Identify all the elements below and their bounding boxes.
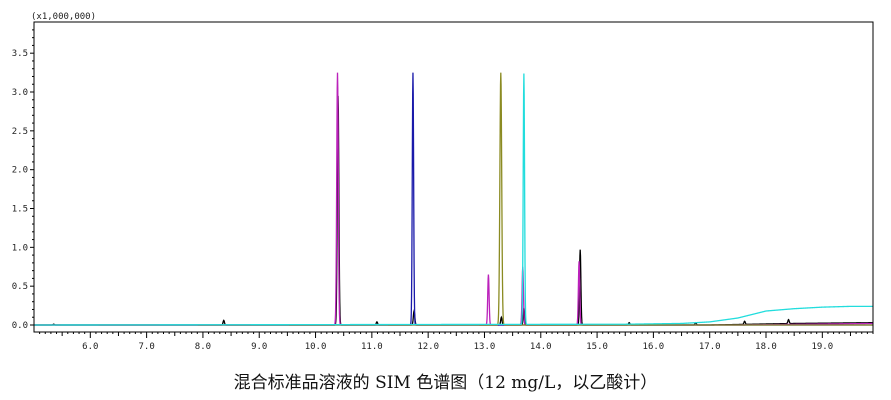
x-tick-label: 13.0	[474, 342, 496, 352]
y-scale-label: (x1,000,000)	[31, 12, 96, 22]
y-tick-label: 1.5	[12, 205, 28, 215]
trace-series-2	[34, 72, 873, 326]
y-tick-label: 0.5	[12, 282, 28, 292]
x-tick-label: 10.0	[305, 342, 327, 352]
x-tick-label: 8.0	[195, 342, 211, 352]
y-axis-ticks: 0.0 0.5 1.0 1.5 2.0 2.5 3.0 3.5	[12, 29, 34, 331]
trace-series-4	[34, 73, 873, 326]
x-axis-ticks: 6.0 7.0 8.0 9.0 10.0 11.0 12.0 13.0 14.0 15.0 16.0…	[39, 332, 874, 352]
trace-series-1	[34, 72, 873, 326]
x-tick-label: 18.0	[755, 342, 777, 352]
x-tick-label: 7.0	[138, 342, 154, 352]
chromatogram-traces	[34, 72, 873, 326]
x-tick-label: 6.0	[82, 342, 98, 352]
trace-series-3	[34, 72, 873, 326]
x-tick-label: 19.0	[811, 342, 833, 352]
figure-caption: 混合标准品溶液的 SIM 色谱图（12 mg/L，以乙酸计）	[233, 373, 658, 393]
trace-series-0	[34, 95, 873, 326]
y-tick-label: 3.0	[12, 88, 28, 98]
y-tick-label: 0.0	[12, 321, 28, 331]
x-tick-label: 14.0	[530, 342, 552, 352]
x-tick-label: 9.0	[251, 342, 267, 352]
x-tick-label: 12.0	[417, 342, 439, 352]
x-tick-label: 15.0	[586, 342, 608, 352]
plot-frame	[33, 21, 874, 333]
chromatogram-chart: (x1,000,000) 0.0 0.5 1.0 1.5 2.0 2.5 3.0 3.5 6.…	[12, 12, 874, 352]
y-tick-label: 1.0	[12, 243, 28, 253]
y-tick-label: 2.5	[12, 127, 28, 137]
y-tick-label: 3.5	[12, 49, 28, 59]
x-tick-label: 11.0	[361, 342, 383, 352]
x-tick-label: 17.0	[699, 342, 721, 352]
y-tick-label: 2.0	[12, 166, 28, 176]
x-tick-label: 16.0	[643, 342, 665, 352]
